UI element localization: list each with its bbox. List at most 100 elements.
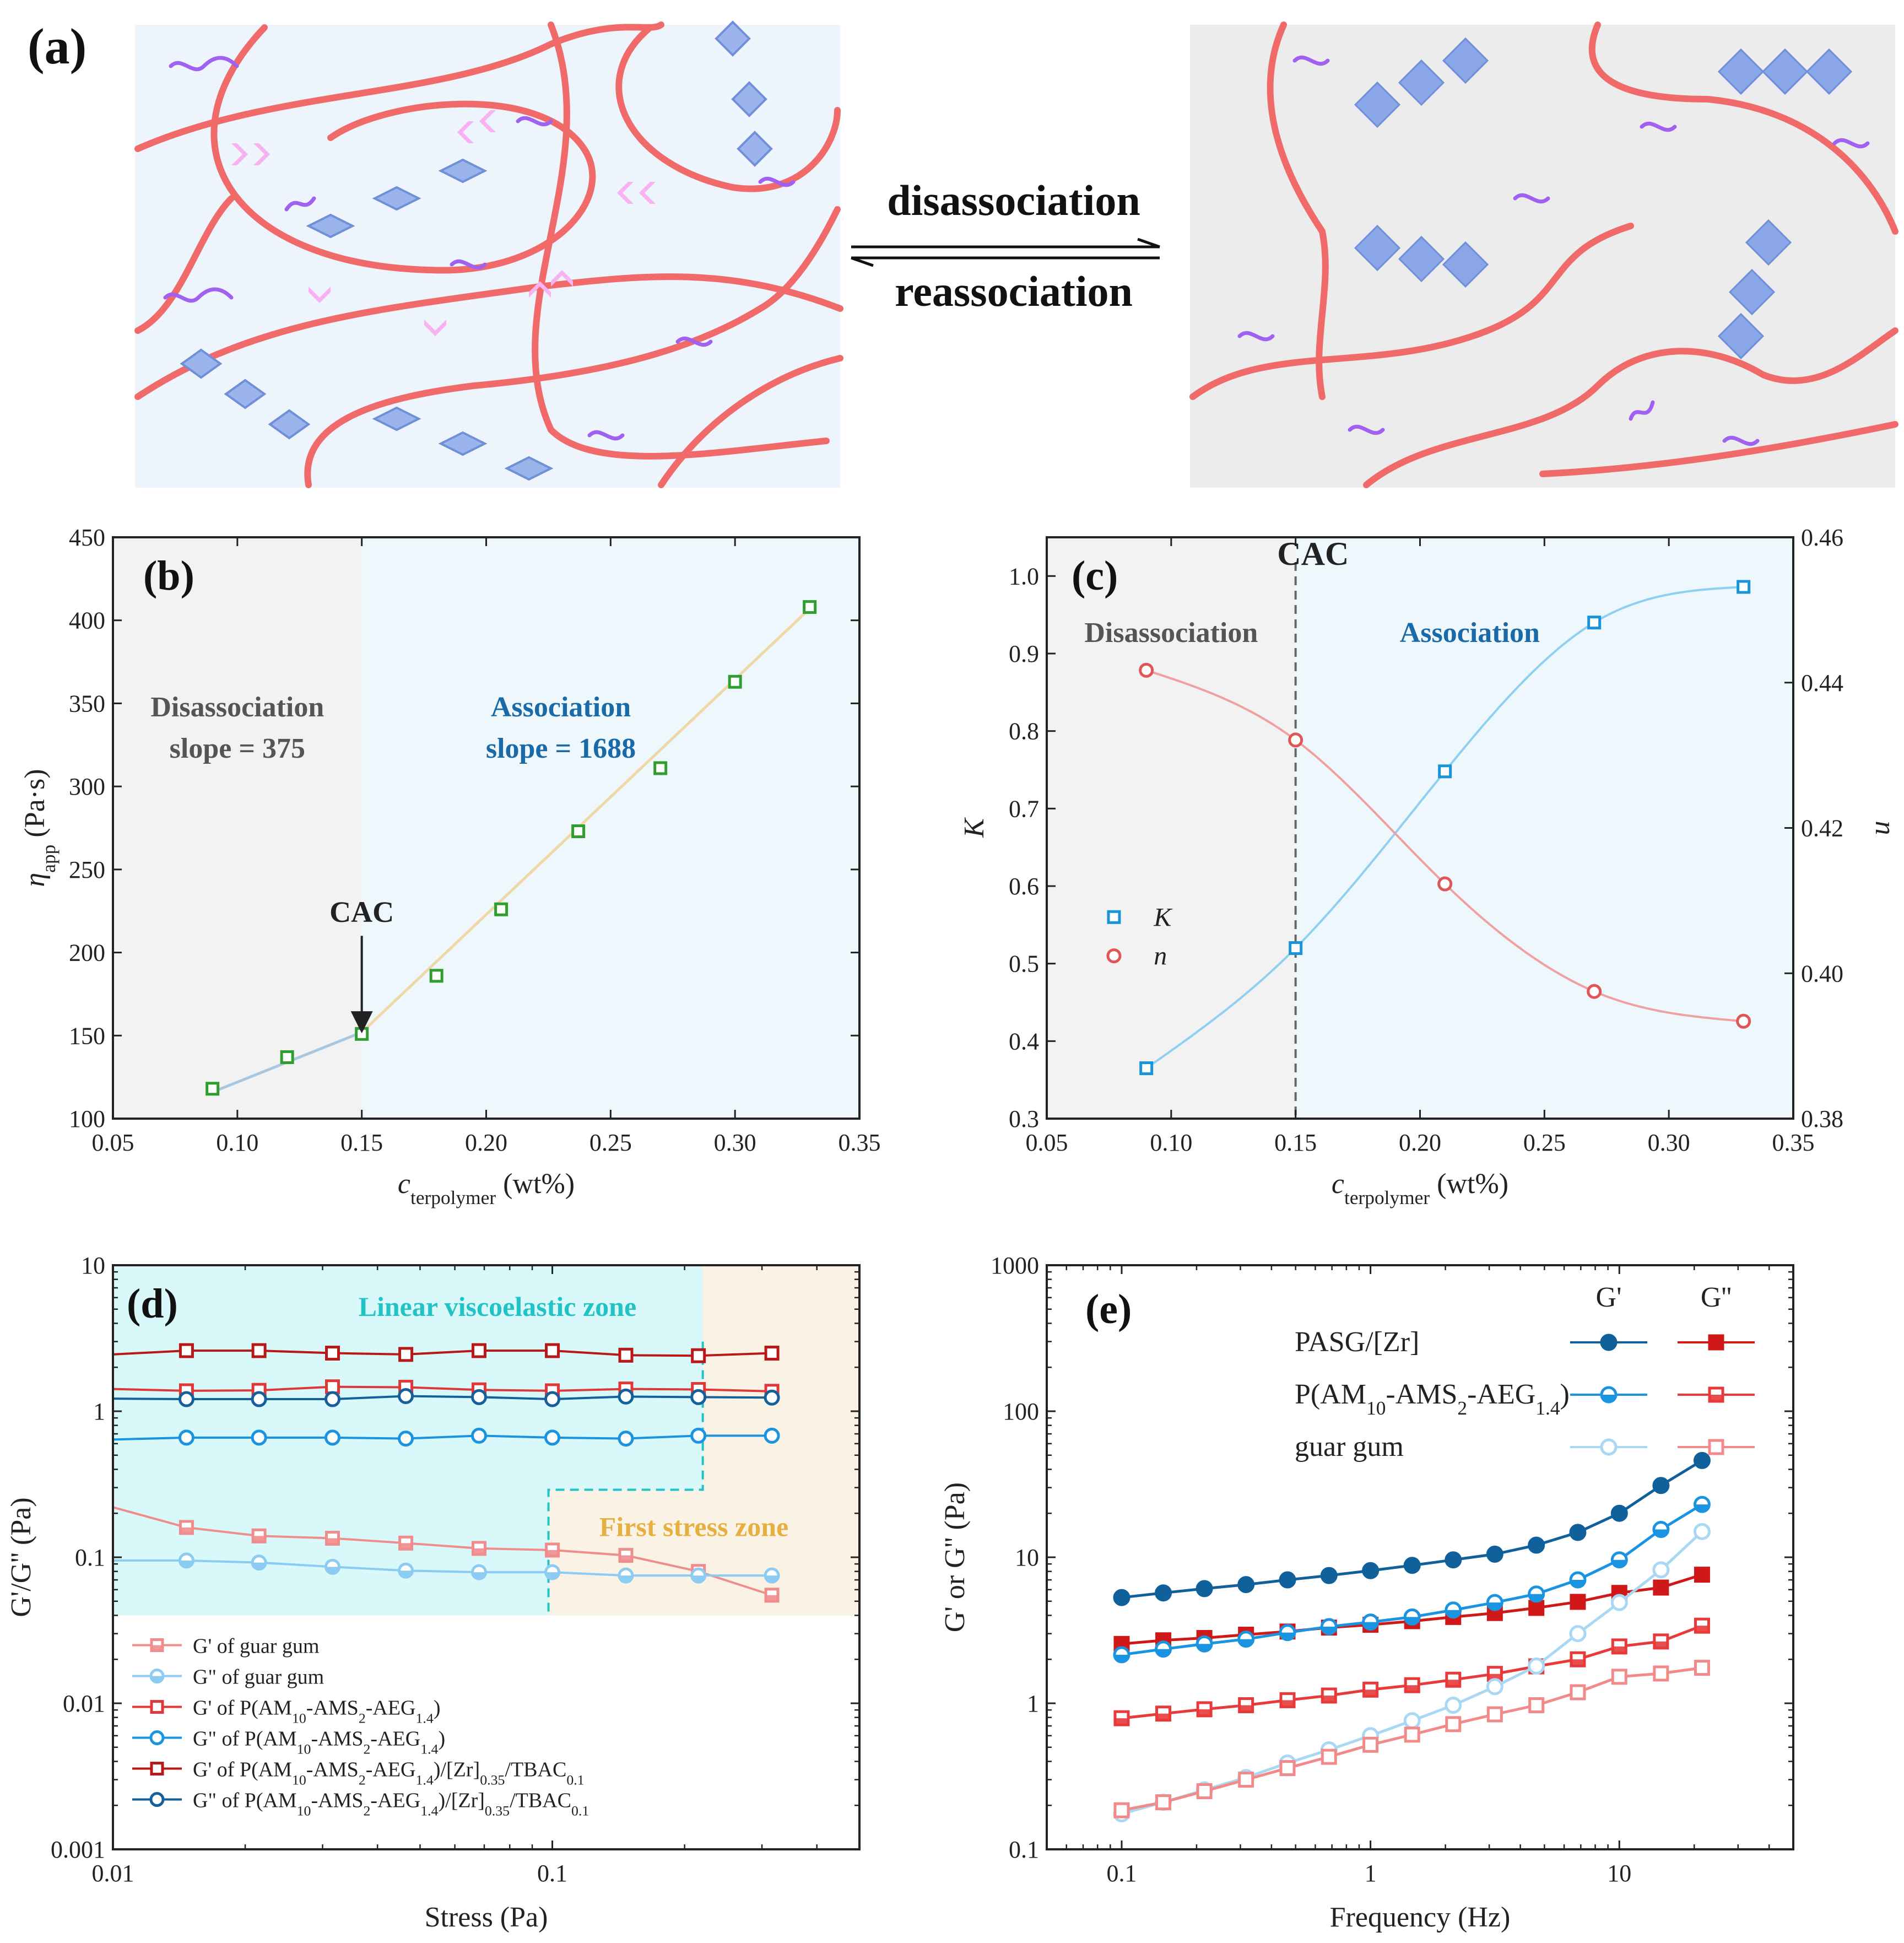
- zone-first-stress: [702, 1265, 859, 1490]
- data-point: [470, 1427, 487, 1444]
- x-axis-title: Frequency (Hz): [1330, 1902, 1511, 1933]
- data-point-fill: [1281, 1700, 1295, 1707]
- data-point-fill: [1115, 1718, 1128, 1725]
- chart-e-frequency-sweep: 0.1 1 10 0.1 1 10 100 1000 (e) G' G'' PASG/[Zr] P(AM…: [939, 1252, 1794, 1933]
- x-tick-label: 0.35: [839, 1129, 881, 1156]
- label-part: 0.35: [485, 1802, 510, 1818]
- y-tick-label: 0.5: [1009, 951, 1039, 978]
- y-tick-label: 250: [69, 856, 105, 883]
- data-point: [571, 824, 586, 839]
- data-point: [618, 1388, 634, 1405]
- data-point: [1694, 1660, 1710, 1676]
- data-point: [618, 1431, 634, 1447]
- label-part: terpolymer: [410, 1186, 496, 1208]
- data-point: [280, 1050, 294, 1064]
- data-point: [325, 1379, 340, 1395]
- data-point-fill: [1654, 1641, 1668, 1648]
- data-point: [1737, 580, 1751, 594]
- data-point: [545, 1343, 560, 1358]
- data-point: [429, 969, 443, 983]
- label-part: 0.1: [571, 1802, 589, 1818]
- label-part: P(AM: [1295, 1379, 1366, 1410]
- data-point-fill: [473, 1572, 485, 1579]
- label-part: 2: [1457, 1397, 1467, 1419]
- y-tick-label: 0.9: [1009, 640, 1039, 667]
- data-point-fill: [1364, 1690, 1377, 1697]
- data-point: [494, 902, 509, 916]
- annotation-slope-375: slope = 375: [170, 733, 305, 764]
- data-point: [1289, 941, 1303, 956]
- label-part: -AEG: [370, 1728, 420, 1751]
- label-part: 2: [364, 1802, 371, 1818]
- legend-row-label: PASG/[Zr]: [1295, 1326, 1419, 1358]
- y-tick-label: 1000: [991, 1252, 1039, 1279]
- data-point: [251, 1391, 267, 1407]
- data-point-fill: [619, 1575, 632, 1582]
- label-part: 10: [297, 1741, 311, 1757]
- label-part: 2: [364, 1741, 371, 1757]
- data-point: [1403, 1712, 1421, 1730]
- x-tick-label: 10: [1607, 1860, 1631, 1887]
- data-point: [1653, 1579, 1669, 1596]
- data-point: [1362, 1562, 1380, 1579]
- data-point: [324, 1429, 341, 1446]
- arrow-label-reassociation: reassociation: [895, 267, 1133, 315]
- data-point-fill: [180, 1560, 193, 1567]
- data-point: [398, 1431, 414, 1447]
- data-point-fill: [1446, 1680, 1460, 1687]
- label-part: 1.4: [420, 1741, 438, 1757]
- legend-label: G" of P(AM10-AMS2-AEG1.4): [193, 1728, 445, 1757]
- data-point-fill: [1695, 1504, 1709, 1512]
- chart-b-viscosity: 0.05 0.10 0.15 0.20 0.25 0.30 0.35 100 150 200 250…: [19, 524, 881, 1208]
- y-tick-label: 0.8: [1009, 718, 1039, 745]
- label-part: 2: [359, 1772, 366, 1788]
- label-part: 1.4: [416, 1710, 434, 1726]
- data-point-fill: [1405, 1685, 1419, 1692]
- panel-label: (d): [127, 1281, 178, 1327]
- data-point-fill: [1322, 1626, 1336, 1633]
- zone-stress-label: First stress zone: [599, 1511, 788, 1542]
- y-tick-label: 0.1: [1009, 1836, 1039, 1863]
- legend-row-label: P(AM10-AMS2-AEG1.4): [1295, 1379, 1570, 1419]
- data-point: [178, 1391, 194, 1407]
- data-point-fill: [619, 1555, 632, 1562]
- label-part: -AEG: [1467, 1379, 1535, 1410]
- legend-label: G" of P(AM10-AMS2-AEG1.4)/[Zr]0.35/TBAC0…: [193, 1789, 589, 1819]
- y-axis-title-left: K: [959, 817, 990, 838]
- data-point-fill: [766, 1595, 778, 1601]
- y-tick-label-right: 0.44: [1801, 670, 1843, 697]
- data-point: [325, 1346, 340, 1361]
- y-tick-label: 400: [69, 607, 105, 634]
- data-point: [150, 1762, 164, 1776]
- data-point: [690, 1389, 707, 1405]
- label-part: -AMS: [306, 1697, 359, 1720]
- label-part: terpolymer: [1344, 1186, 1430, 1208]
- label-part: (Pa·s): [19, 769, 51, 844]
- label-part: 10: [292, 1710, 306, 1726]
- series-line: [112, 1434, 772, 1441]
- x-tick-label: 0.1: [537, 1860, 567, 1887]
- data-point: [1155, 1794, 1172, 1811]
- x-axis-title: Stress (Pa): [425, 1902, 548, 1933]
- y-axis-title-right: n: [1869, 821, 1901, 835]
- panel-a-schematic: (a): [28, 18, 1898, 488]
- label-part: app: [37, 845, 60, 873]
- label-part: G' of P(AM: [193, 1697, 292, 1720]
- label-part: )/[Zr]: [438, 1789, 484, 1812]
- y-tick-label-right: 0.46: [1801, 524, 1843, 551]
- data-point: [1279, 1760, 1296, 1777]
- chart-d-stress-sweep: Linear viscoelastic zone First stress zon…: [6, 1252, 861, 1933]
- data-point-fill: [180, 1527, 193, 1534]
- shaded-region: [1047, 537, 1296, 1119]
- data-point-fill: [253, 1536, 266, 1542]
- data-point-fill: [766, 1575, 778, 1582]
- x-tick-label: 0.15: [340, 1129, 383, 1156]
- data-point: [1113, 1802, 1130, 1818]
- label-part: -AEG: [366, 1758, 416, 1782]
- data-point: [1653, 1665, 1669, 1682]
- x-tick-label: 0.25: [1523, 1129, 1566, 1156]
- label-part: 0.35: [480, 1772, 505, 1788]
- data-point: [1404, 1726, 1420, 1743]
- panel-a-label: (a): [28, 18, 86, 74]
- series-line: [113, 1559, 772, 1577]
